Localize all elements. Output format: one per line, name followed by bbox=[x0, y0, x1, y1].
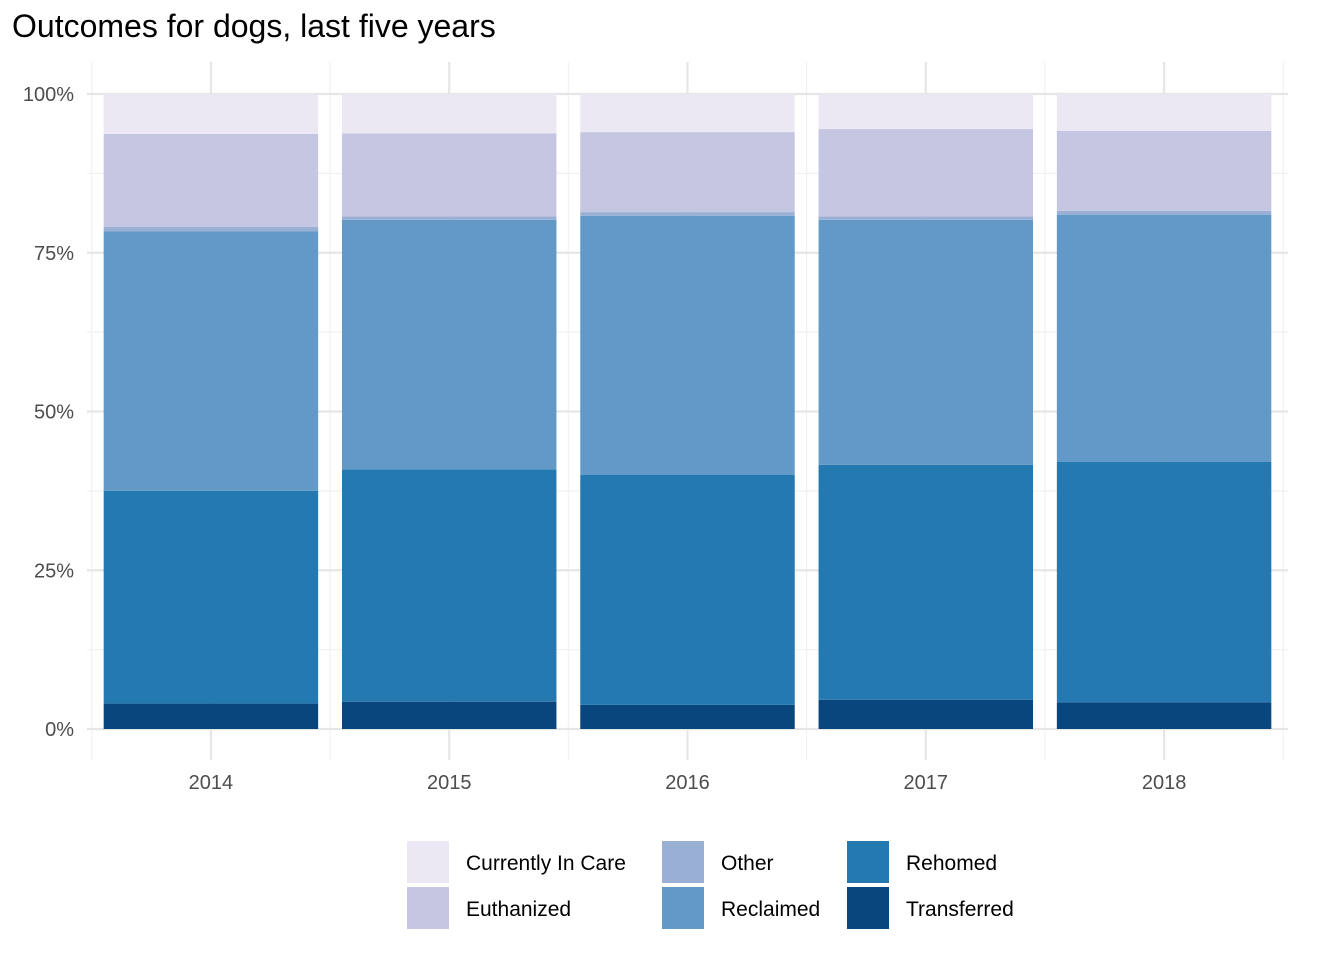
bar-segment-reclaimed-2017 bbox=[818, 219, 1034, 465]
y-tick-label: 75% bbox=[34, 243, 74, 265]
bar-segment-currently-in-care-2015 bbox=[341, 94, 557, 134]
legend-label: Euthanized bbox=[466, 898, 571, 921]
bar-segment-rehomed-2014 bbox=[103, 490, 319, 704]
x-tick-label: 2014 bbox=[189, 772, 234, 794]
bar-segment-other-2016 bbox=[580, 212, 795, 216]
y-tick-label: 100% bbox=[23, 84, 74, 106]
bar-segment-euthanized-2016 bbox=[580, 132, 795, 213]
bar-segment-euthanized-2017 bbox=[818, 128, 1034, 217]
bar-segment-reclaimed-2018 bbox=[1056, 214, 1272, 462]
bar-segment-euthanized-2015 bbox=[341, 133, 557, 217]
bar-segment-euthanized-2018 bbox=[1056, 130, 1272, 211]
bar-segment-reclaimed-2015 bbox=[341, 219, 557, 470]
bar-segment-other-2017 bbox=[818, 216, 1034, 220]
legend-label: Currently In Care bbox=[466, 852, 626, 875]
bar-segment-rehomed-2016 bbox=[580, 475, 795, 705]
bar-segment-reclaimed-2014 bbox=[103, 231, 319, 491]
legend-label: Transferred bbox=[906, 898, 1014, 921]
bar-segment-other-2018 bbox=[1056, 210, 1272, 215]
legend-key bbox=[847, 887, 889, 929]
bar-segment-currently-in-care-2018 bbox=[1056, 94, 1272, 131]
legend-key bbox=[407, 887, 449, 929]
bar-segment-euthanized-2014 bbox=[103, 134, 319, 227]
bar-segment-transferred-2017 bbox=[818, 699, 1034, 729]
bar-segment-reclaimed-2016 bbox=[580, 215, 795, 476]
y-tick-label: 50% bbox=[34, 402, 74, 424]
bar-segment-rehomed-2018 bbox=[1056, 461, 1272, 703]
legend-label: Reclaimed bbox=[721, 898, 820, 921]
bar-segment-transferred-2014 bbox=[103, 703, 319, 729]
x-tick-label: 2018 bbox=[1142, 772, 1187, 794]
bar-segment-rehomed-2017 bbox=[818, 464, 1034, 700]
bar-segment-transferred-2016 bbox=[580, 704, 795, 729]
bar-segment-currently-in-care-2016 bbox=[580, 94, 795, 133]
legend-key bbox=[407, 841, 449, 883]
legend-key bbox=[662, 887, 704, 929]
bar-segment-transferred-2015 bbox=[341, 701, 557, 729]
legend-label: Other bbox=[721, 852, 774, 875]
bar-segment-transferred-2018 bbox=[1056, 702, 1272, 729]
bar-segment-rehomed-2015 bbox=[341, 469, 557, 702]
y-tick-label: 0% bbox=[45, 719, 74, 741]
bar-segment-currently-in-care-2014 bbox=[103, 94, 319, 135]
bar-segment-other-2015 bbox=[341, 216, 557, 220]
bar-segment-currently-in-care-2017 bbox=[818, 94, 1034, 129]
x-tick-label: 2017 bbox=[904, 772, 949, 794]
legend-label: Rehomed bbox=[906, 852, 997, 875]
x-tick-label: 2015 bbox=[427, 772, 472, 794]
bar-segment-other-2014 bbox=[103, 226, 319, 232]
legend-key bbox=[847, 841, 889, 883]
y-tick-label: 25% bbox=[34, 560, 74, 582]
chart-title: Outcomes for dogs, last five years bbox=[12, 8, 496, 44]
x-tick-label: 2016 bbox=[665, 772, 710, 794]
legend-key bbox=[662, 841, 704, 883]
